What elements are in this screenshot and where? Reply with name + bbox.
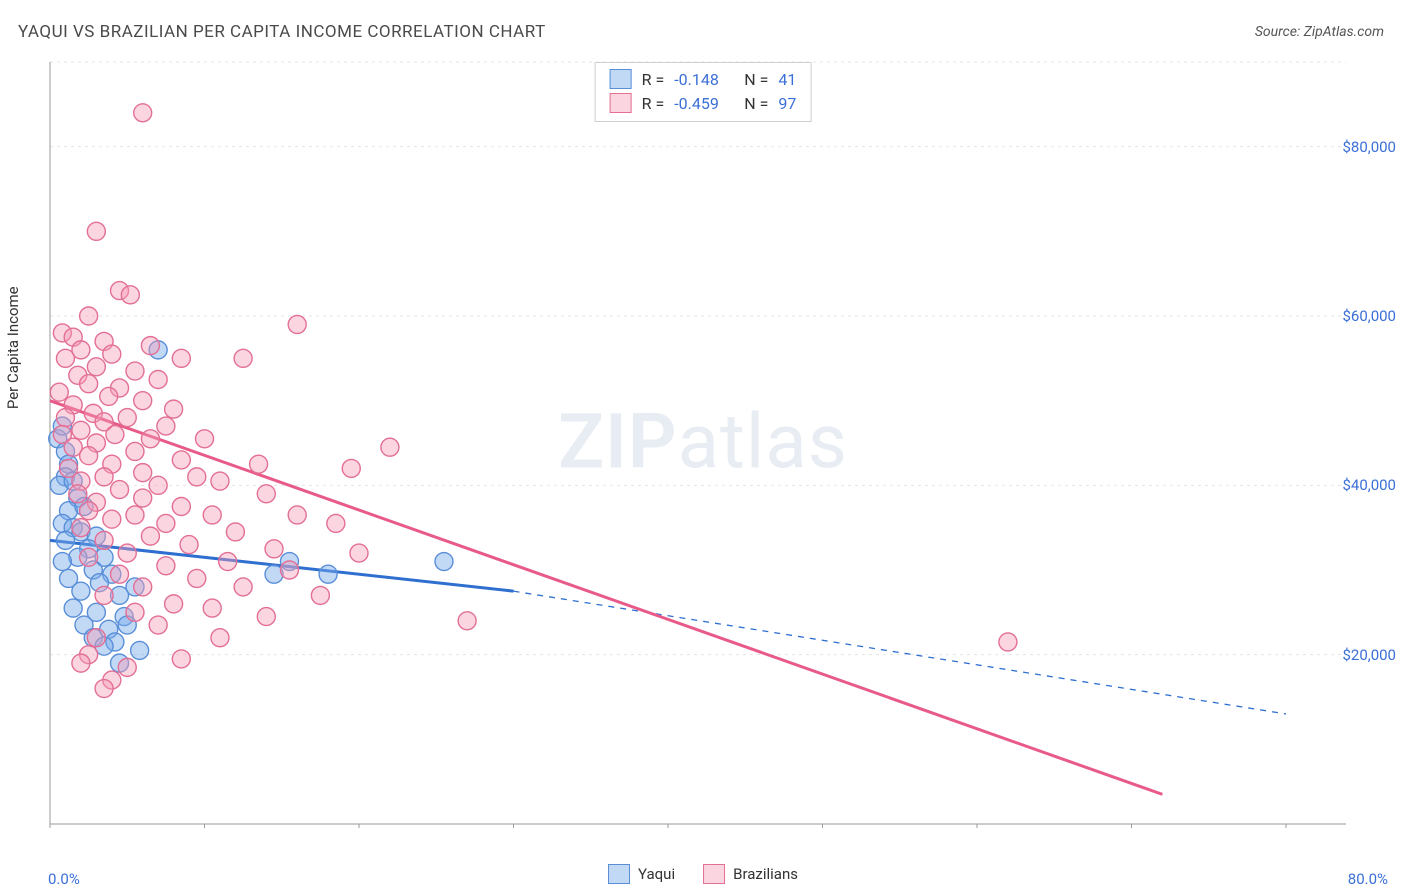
x-axis-min-label: 0.0%	[48, 870, 80, 888]
legend-swatch	[703, 864, 725, 884]
legend-item: Yaqui	[608, 864, 675, 884]
series-swatch	[610, 93, 632, 113]
chart-title: YAQUI VS BRAZILIAN PER CAPITA INCOME COR…	[18, 22, 546, 42]
n-label: N =	[744, 94, 768, 113]
stats-row: R = -0.148 N = 41	[610, 67, 797, 91]
y-tick-label: $60,000	[1342, 307, 1396, 325]
stats-row: R = -0.459 N = 97	[610, 91, 797, 115]
n-value: 97	[778, 94, 796, 113]
series-swatch	[610, 69, 632, 89]
y-tick-label: $80,000	[1342, 138, 1396, 156]
plot-area	[46, 58, 1356, 828]
n-label: N =	[744, 70, 768, 89]
r-value: -0.148	[674, 70, 734, 89]
r-value: -0.459	[674, 94, 734, 113]
legend-swatch	[608, 864, 630, 884]
correlation-stats-box: R = -0.148 N = 41 R = -0.459 N = 97	[595, 62, 812, 122]
y-axis-label: Per Capita Income	[4, 286, 22, 409]
source-credit: Source: ZipAtlas.com	[1255, 24, 1384, 40]
r-label: R =	[642, 70, 665, 89]
legend-label: Yaqui	[638, 865, 675, 883]
legend: Yaqui Brazilians	[608, 864, 798, 884]
r-label: R =	[642, 94, 665, 113]
legend-label: Brazilians	[733, 865, 798, 883]
y-tick-label: $20,000	[1342, 646, 1396, 664]
y-tick-label: $40,000	[1342, 476, 1396, 494]
legend-item: Brazilians	[703, 864, 798, 884]
x-axis-max-label: 80.0%	[1348, 870, 1388, 888]
n-value: 41	[778, 70, 796, 89]
